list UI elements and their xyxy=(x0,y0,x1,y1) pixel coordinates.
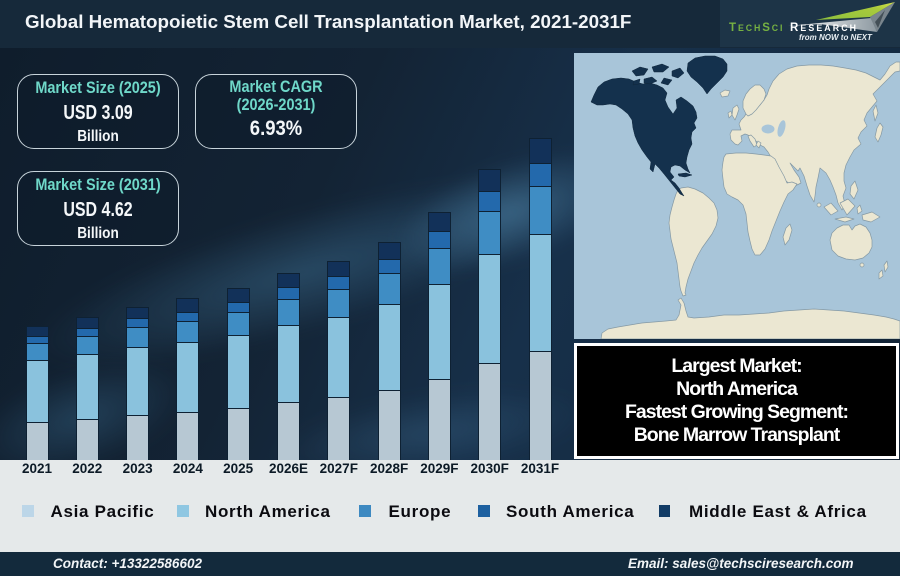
svg-text:RESEARCH: RESEARCH xyxy=(790,22,858,34)
svg-text:from NOW to NEXT: from NOW to NEXT xyxy=(799,33,873,42)
svg-text:TECHSCI: TECHSCI xyxy=(729,22,784,34)
